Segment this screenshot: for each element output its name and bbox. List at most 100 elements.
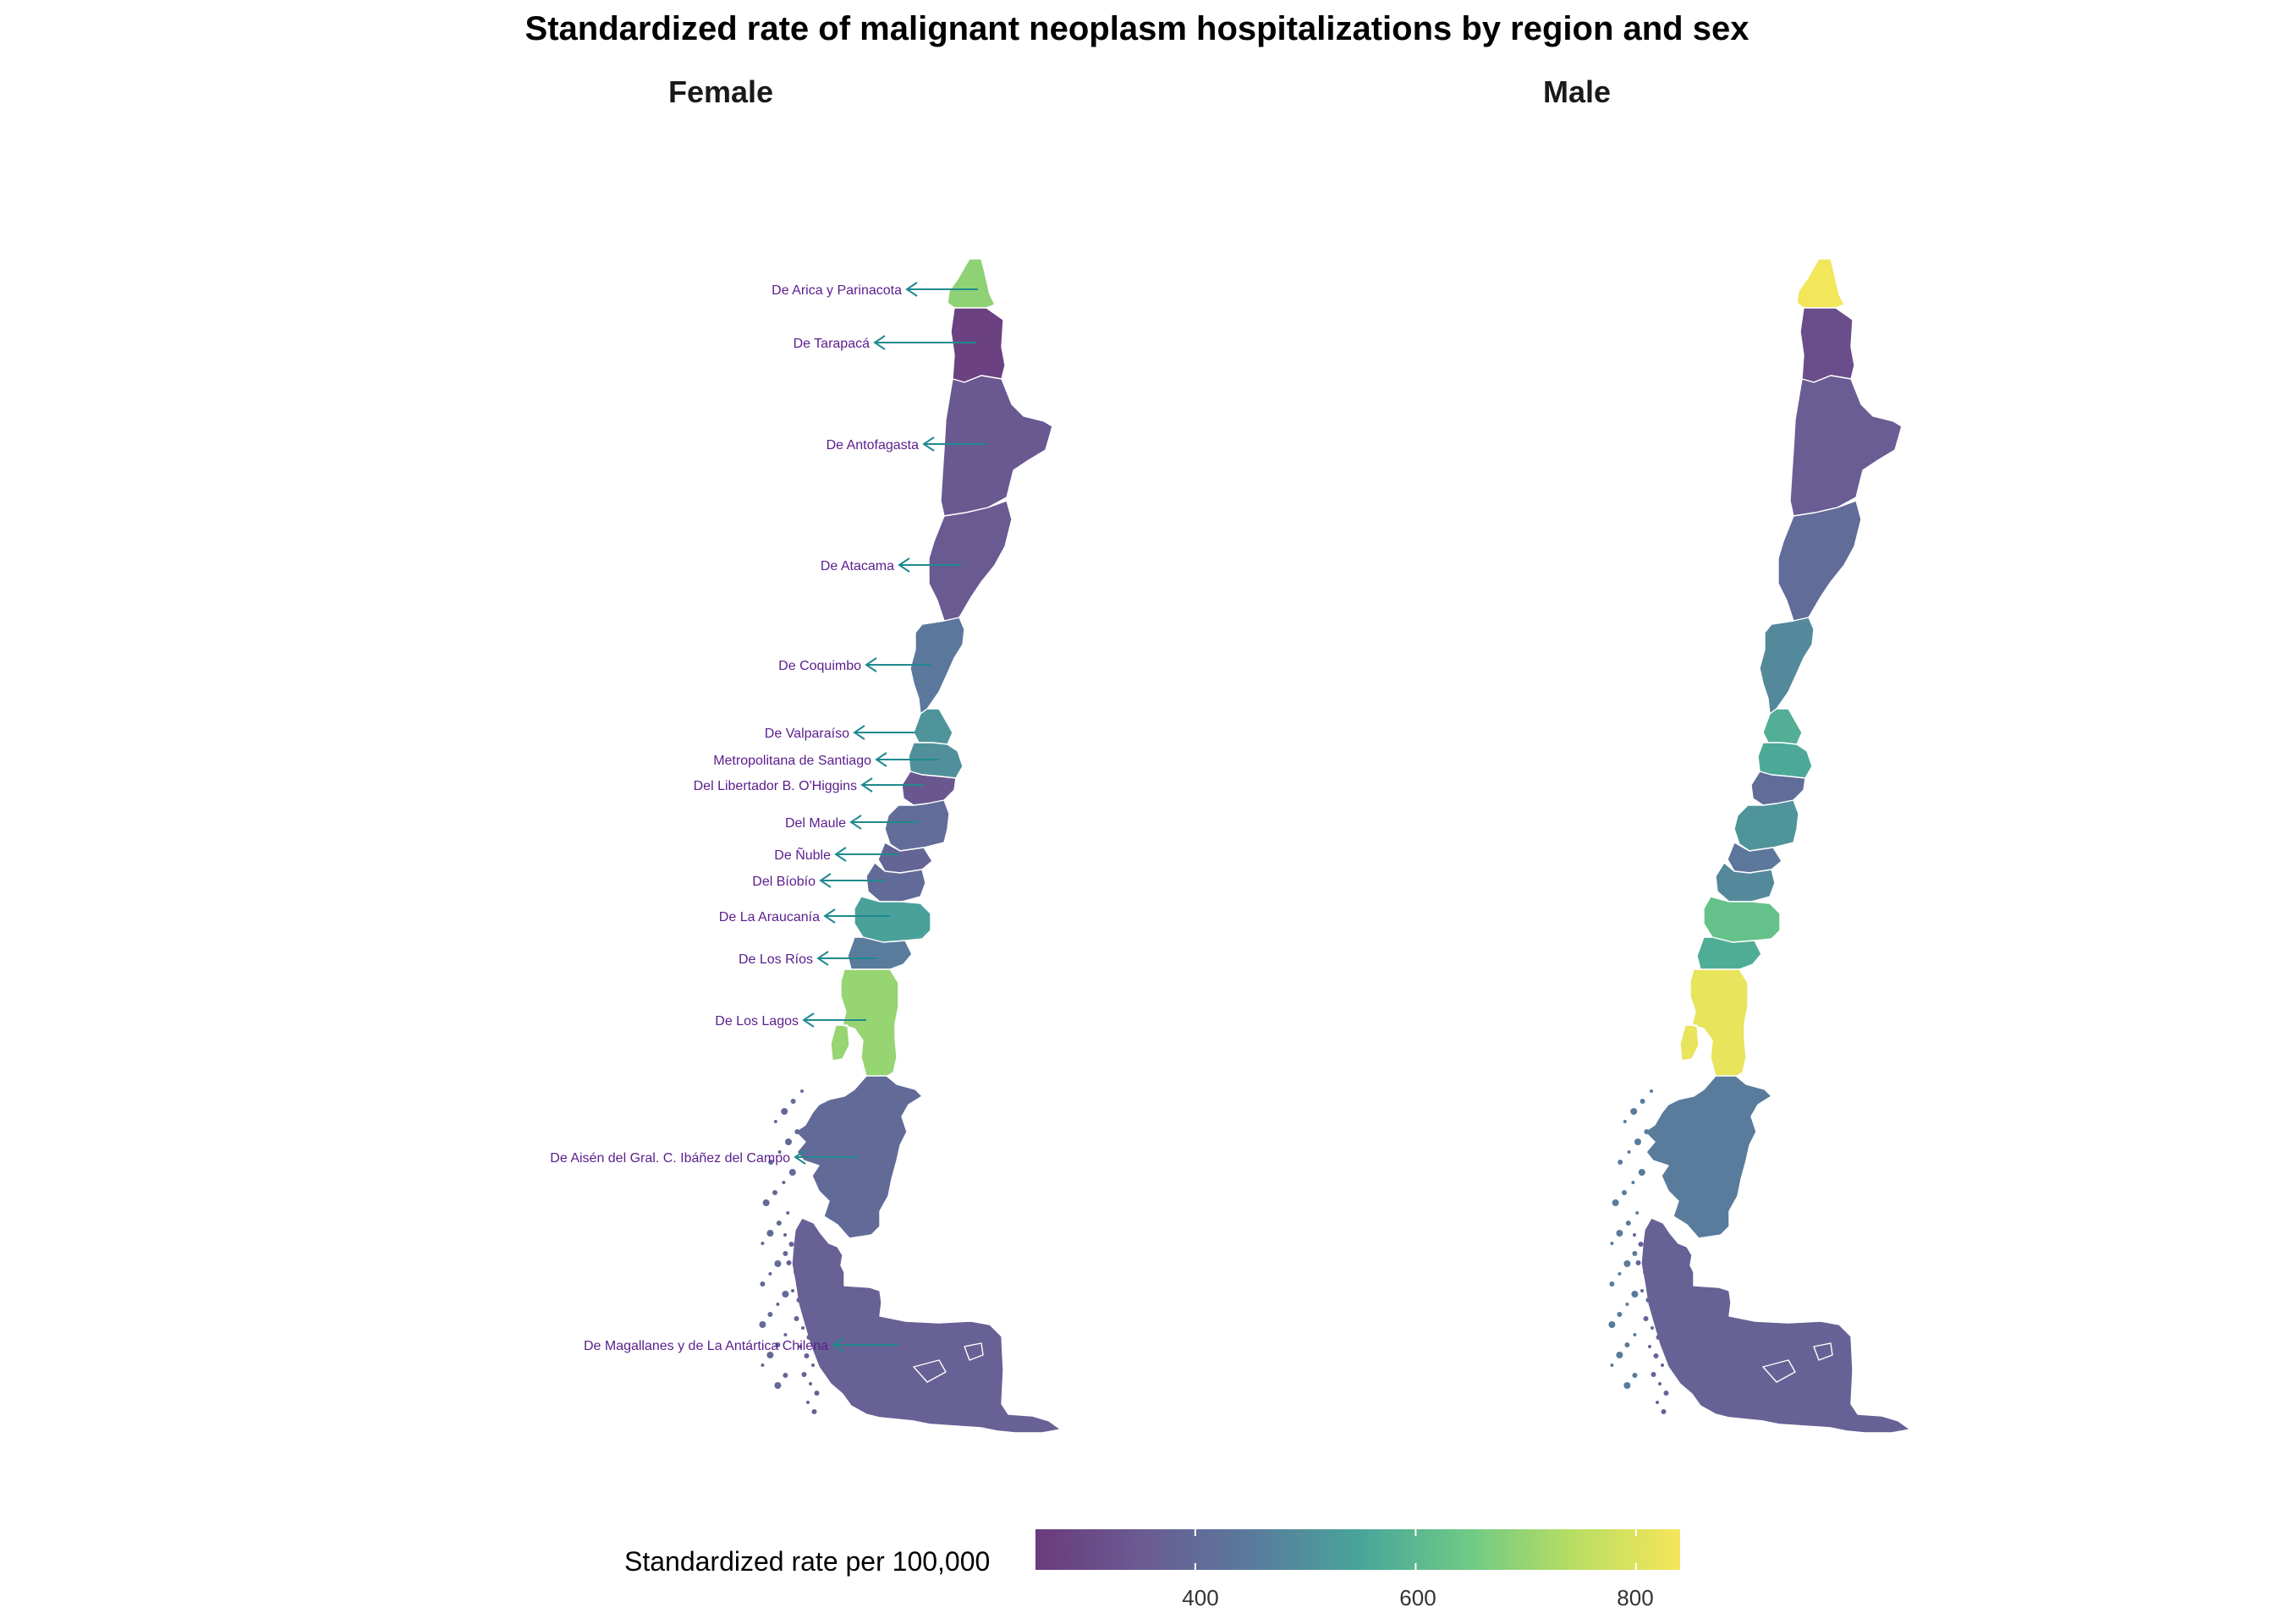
region-polygon [1640, 1217, 1911, 1434]
island-fragment [783, 1251, 788, 1256]
island-fragment [1631, 1181, 1635, 1184]
map-title: Standardized rate of malignant neoplasm … [525, 10, 1749, 47]
region-polygon [1715, 862, 1776, 903]
island-fragment [785, 1138, 792, 1145]
island-fragment [1609, 1281, 1615, 1287]
island-fragment [766, 1352, 774, 1358]
region-polygon [865, 862, 926, 903]
leader-arrowhead [898, 557, 910, 573]
region-label: Metropolitana de Santiago [713, 754, 871, 768]
island-fragment [794, 1316, 799, 1321]
island-fragment [774, 1382, 782, 1389]
island-fragment [1610, 1363, 1614, 1367]
island-fragment [1632, 1373, 1638, 1378]
leader-arrowhead [834, 847, 847, 862]
island-fragment [1648, 1345, 1651, 1348]
region-polygon [1703, 896, 1781, 943]
region-label: Del Libertador B. O'Higgins [694, 779, 857, 793]
region-polygon [950, 307, 1006, 383]
leader-arrowhead [860, 777, 873, 793]
region-polygon [791, 1217, 1062, 1434]
region-label: De Magallanes y de La Antártica Chilena [584, 1339, 828, 1353]
region-polygon [1777, 500, 1862, 622]
region-polygon [830, 968, 899, 1082]
island-fragment [759, 1321, 766, 1328]
region-label: De Los Ríos [739, 952, 813, 967]
island-fragment [783, 1233, 787, 1237]
region-polygon [1789, 375, 1903, 517]
island-fragment [761, 1363, 765, 1367]
island-fragment [1643, 1270, 1646, 1274]
region-label: De Aisén del Gral. C. Ibáñez del Campo [550, 1151, 790, 1166]
region-label: Del Maule [785, 816, 846, 831]
island-fragment [1650, 1089, 1653, 1093]
island-fragment [776, 1303, 780, 1306]
island-fragment [1608, 1321, 1616, 1328]
leader-arrowhead [905, 282, 918, 297]
island-fragment [786, 1211, 790, 1215]
facet-title-male: Male [1543, 74, 1612, 109]
region-polygon [854, 896, 931, 943]
island-fragment [766, 1230, 774, 1237]
female-map [759, 258, 1062, 1434]
region-polygon [1696, 936, 1762, 970]
island-fragment [796, 1252, 799, 1255]
region-polygon [909, 617, 965, 715]
region-polygon [1762, 708, 1803, 745]
region-polygon [913, 708, 953, 745]
region-label: De Coquimbo [778, 659, 861, 673]
island-fragment [1661, 1363, 1664, 1367]
region-polygon [928, 500, 1013, 622]
island-fragment [761, 1242, 765, 1245]
island-fragment [1644, 1129, 1650, 1134]
island-fragment [1624, 1342, 1630, 1347]
island-fragment [773, 1120, 777, 1123]
island-fragment [1653, 1353, 1659, 1358]
leader-arrowhead [853, 725, 865, 740]
region-polygon [847, 936, 913, 970]
leader-arrowhead [873, 335, 886, 350]
island-fragment [768, 1160, 774, 1165]
island-fragment [1635, 1260, 1641, 1265]
island-fragment [772, 1190, 777, 1195]
island-fragment [1616, 1230, 1623, 1237]
island-fragment [791, 1289, 794, 1292]
leader-arrowhead [794, 1149, 806, 1165]
island-fragment [799, 1345, 802, 1348]
island-fragment [788, 1169, 796, 1176]
island-fragment [1661, 1409, 1667, 1414]
leader-arrowhead [922, 436, 935, 452]
color-legend [1035, 1529, 1680, 1570]
island-fragment [800, 1089, 804, 1093]
island-fragment [1651, 1372, 1656, 1377]
island-fragment [776, 1221, 782, 1226]
island-fragment [809, 1382, 812, 1385]
island-fragment [794, 1129, 800, 1134]
male-map [1608, 258, 1911, 1434]
region-polygon [1759, 617, 1815, 715]
island-fragment [788, 1242, 794, 1247]
region-label: De Arica y Parinacota [772, 283, 902, 298]
island-fragment [811, 1363, 815, 1367]
island-fragment [782, 1291, 789, 1298]
island-fragment [774, 1260, 782, 1267]
region-label: De Ñuble [774, 846, 831, 863]
island-fragment [1640, 1099, 1645, 1104]
island-fragment [760, 1281, 766, 1287]
island-fragment [1656, 1335, 1662, 1340]
island-fragment [796, 1298, 802, 1303]
region-polygon [1799, 307, 1855, 383]
island-fragment [1627, 1150, 1631, 1154]
island-fragment [1610, 1242, 1614, 1245]
island-fragment [806, 1335, 812, 1340]
island-fragment [1645, 1252, 1649, 1255]
island-fragment [801, 1372, 807, 1377]
island-fragment [801, 1326, 805, 1330]
island-fragment [786, 1260, 792, 1265]
region-label: De Valparaíso [765, 727, 849, 741]
island-fragment [1656, 1401, 1659, 1404]
island-fragment [782, 1181, 786, 1184]
island-fragment [1623, 1260, 1631, 1267]
island-fragment [814, 1391, 820, 1396]
